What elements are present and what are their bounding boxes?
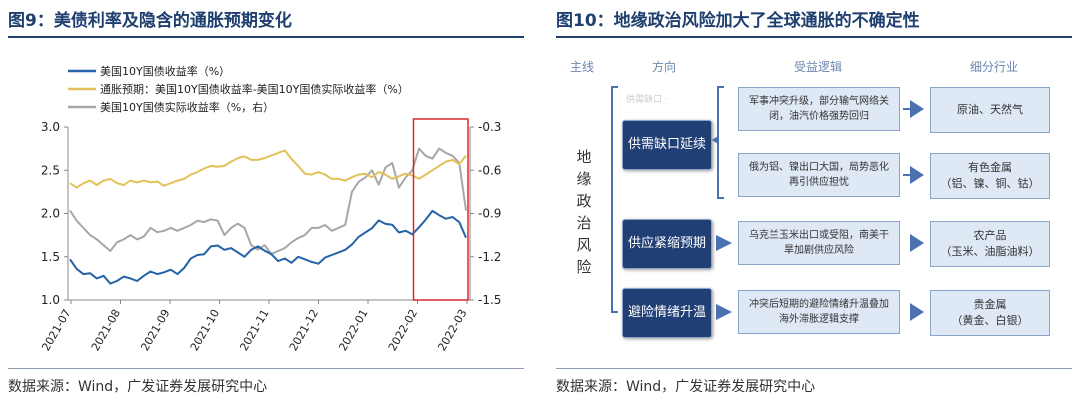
right-title-rule (556, 36, 1072, 38)
series-line-inflation-expectation (69, 149, 467, 189)
direction-supply-gap: 供需缺口延续 (622, 120, 712, 170)
right-tick-label: -1.2 (478, 250, 501, 264)
series-line-real-yield (69, 147, 467, 255)
right-tick-label: -0.6 (478, 163, 501, 177)
x-tick-label: 2021-07 (39, 307, 73, 353)
highlight-box (412, 118, 469, 301)
chart-highlight (412, 118, 469, 301)
left-bottom-rule (8, 368, 524, 369)
right-bottom-rule (556, 368, 1072, 369)
right-panel-title: 图10：地缘政治风险加大了全球通胀的不确定性 (556, 11, 920, 31)
header-direction: 方向 (652, 60, 677, 74)
x-tick-label: 2021-11 (237, 307, 271, 353)
industry-box-agriculture: 农产品 （玉米、油脂油料） (930, 221, 1050, 267)
faint-watermark-text: 供需缺口 · (626, 95, 668, 105)
left-tick-label: 2.5 (41, 163, 60, 177)
right-tick-label: -1.5 (478, 293, 501, 307)
industry-name: 贵金属 (973, 298, 1007, 311)
x-tick-label: 2021-12 (287, 307, 321, 353)
header-logic: 受益逻辑 (794, 60, 843, 74)
left-title-rule (8, 36, 524, 38)
x-tick-label: 2021-08 (89, 307, 123, 353)
header-mainline: 主线 (570, 60, 595, 74)
logic-box-metals: 俄为铝、镍出口大国，局势恶化再引供应担忧 (738, 153, 900, 197)
yield-chart: 美国10Y国债收益率（%） 通胀预期：美国10Y国债收益率-美国10Y国债实际收益… (39, 64, 501, 353)
series-line-nominal-yield (69, 209, 467, 285)
x-tick-label: 2022-03 (435, 307, 469, 353)
right-source-note: 数据来源：Wind，广发证券发展研究中心 (556, 379, 816, 395)
right-tick-label: -0.3 (478, 120, 501, 134)
x-tick-label: 2021-09 (138, 307, 172, 353)
legend-label: 美国10Y国债收益率（%） (100, 64, 230, 78)
industry-box-oil-gas: 原油、天然气 (930, 87, 1050, 133)
risk-diagram: 主线 方向 受益逻辑 细分行业 地缘政治风险 供需缺口 · 供需缺口延续 供应紧… (548, 42, 1078, 362)
logic-box-agriculture: 乌克兰玉米出口或受阻，南美干旱加剧供应风险 (738, 221, 900, 265)
legend-label: 通胀预期：美国10Y国债收益率-美国10Y国债实际收益率（%） (100, 82, 409, 96)
left-tick-label: 1.0 (41, 293, 60, 307)
logic-box-oil-gas: 军事冲突升级，部分输气网络关闭，油汽价格强势回归 (738, 87, 900, 131)
right-tick-label: -0.9 (478, 207, 501, 221)
industry-name: 农产品 (973, 229, 1007, 242)
legend-label: 美国10Y国债实际收益率（%，右） (100, 100, 274, 114)
header-industry: 细分行业 (970, 60, 1019, 74)
mainline-label: 地缘政治风险 (576, 148, 592, 276)
industry-name: 原油、天然气 (957, 103, 1023, 116)
left-tick-label: 3.0 (41, 120, 60, 134)
chart-series (69, 147, 467, 285)
direction-supply-tightening: 供应紧缩预期 (622, 219, 712, 269)
industry-box-precious-metals: 贵金属 （黄金、白银） (930, 290, 1050, 336)
industry-detail: （铝、镍、铜、钴） (940, 177, 1040, 190)
left-panel-title: 图9：美债利率及隐含的通胀预期变化 (8, 11, 292, 31)
industry-box-metals: 有色金属 （铝、镍、铜、钴） (930, 153, 1050, 199)
industry-name: 有色金属 (968, 161, 1012, 174)
industry-detail: （黄金、白银） (951, 314, 1029, 327)
industry-detail: （玉米、油脂油料） (940, 245, 1040, 258)
direction-risk-aversion: 避险情绪升温 (622, 288, 712, 338)
left-source-note: 数据来源：Wind，广发证券发展研究中心 (8, 379, 268, 395)
x-tick-label: 2021-10 (188, 307, 222, 353)
x-tick-label: 2022-01 (336, 307, 370, 353)
chart-legend: 美国10Y国债收益率（%） 通胀预期：美国10Y国债收益率-美国10Y国债实际收益… (68, 64, 409, 114)
left-tick-label: 1.5 (41, 250, 60, 264)
left-tick-label: 2.0 (41, 207, 60, 221)
logic-box-safe-haven: 冲突后短期的避险情绪升温叠加海外滞胀逻辑支撑 (738, 290, 900, 334)
diagram-connectors (611, 86, 924, 321)
x-tick-label: 2022-02 (386, 307, 420, 353)
